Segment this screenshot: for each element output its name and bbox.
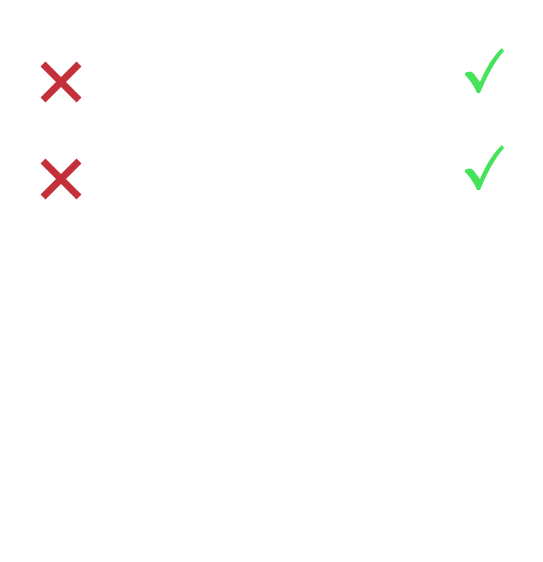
check-icon <box>465 145 504 190</box>
cross-icon <box>40 158 82 200</box>
cross-icon <box>40 61 82 103</box>
mark-row <box>0 145 543 207</box>
mark-row <box>0 48 543 110</box>
check-icon <box>465 48 504 93</box>
